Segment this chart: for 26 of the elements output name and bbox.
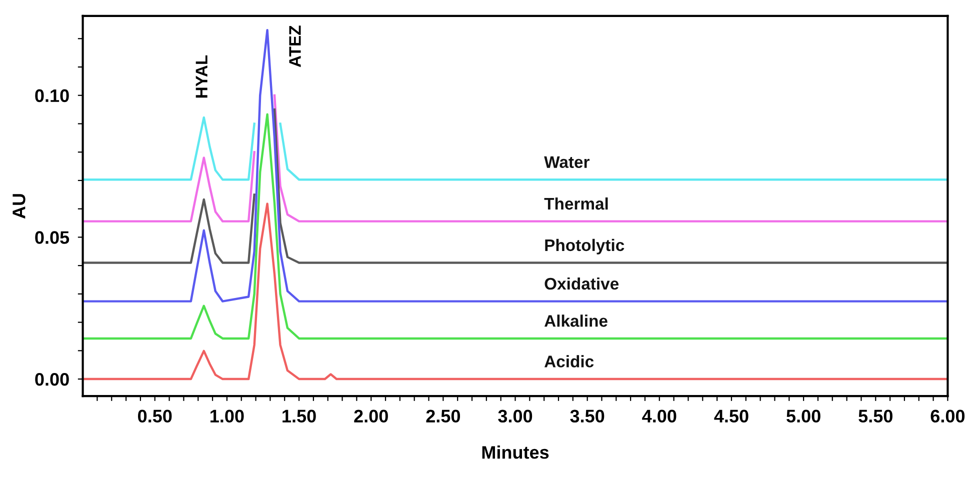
annotation: ATEZ bbox=[289, 26, 301, 68]
series-label: Thermal bbox=[544, 197, 608, 210]
x-tick-label: 3.50 bbox=[570, 410, 604, 423]
x-axis-title: Minutes bbox=[482, 446, 549, 459]
x-tick-label: 0.50 bbox=[138, 410, 172, 423]
annotation: HYAL bbox=[196, 55, 208, 98]
line-series bbox=[83, 113, 948, 340]
y-tick-label: 0.00 bbox=[35, 372, 69, 386]
series-label: Oxidative bbox=[544, 277, 619, 290]
x-tick-label: 1.50 bbox=[282, 410, 316, 423]
series-label: Acidic bbox=[544, 355, 594, 368]
series-label: Water bbox=[544, 156, 590, 168]
series-label: Photolytic bbox=[545, 238, 624, 254]
series-label: Alkaline bbox=[544, 314, 608, 327]
x-tick-label: 1.00 bbox=[210, 410, 244, 423]
x-tick-label: 5.50 bbox=[858, 410, 892, 423]
y-tick-label: 0.10 bbox=[35, 89, 69, 102]
x-tick-label: 4.00 bbox=[642, 410, 676, 423]
x-tick-label: 2.00 bbox=[354, 410, 388, 423]
y-tick-label: 0.05 bbox=[35, 231, 70, 244]
x-tick-label: 3.00 bbox=[498, 410, 532, 423]
x-tick-label: 5.00 bbox=[786, 410, 820, 423]
x-tick-label: 2.50 bbox=[426, 410, 460, 423]
x-tick-label: 4.50 bbox=[714, 410, 748, 423]
y-axis-title: AU bbox=[12, 194, 26, 219]
x-tick-label: 6.00 bbox=[930, 410, 965, 423]
